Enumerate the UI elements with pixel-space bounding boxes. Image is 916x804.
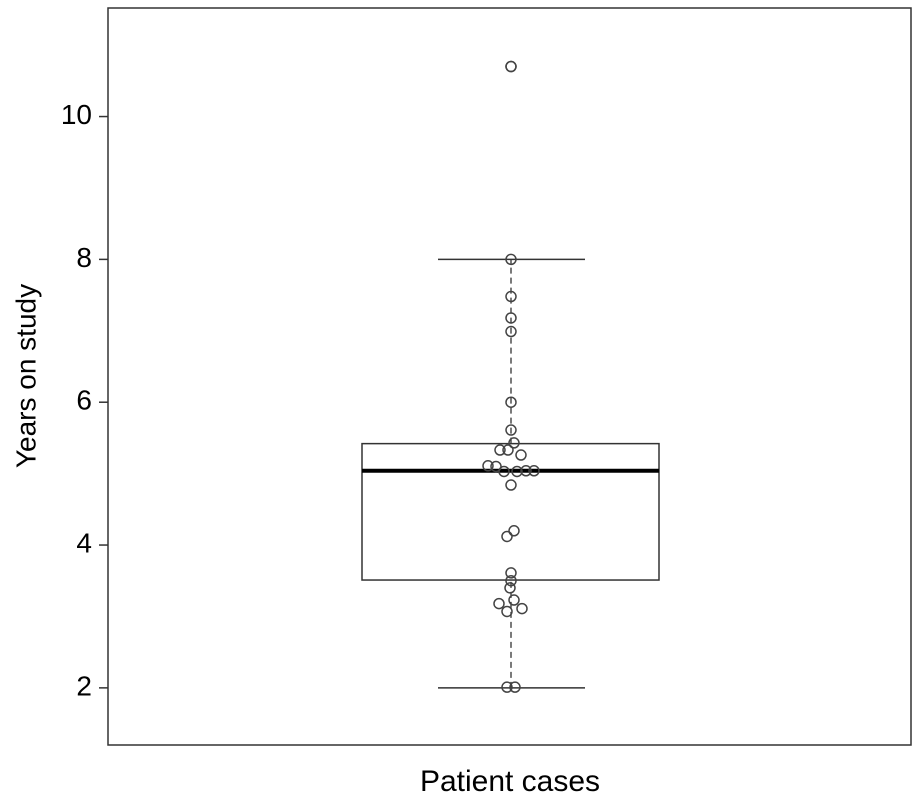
data-point	[494, 444, 506, 456]
data-point	[501, 605, 513, 618]
data-point	[509, 681, 521, 693]
data-point	[508, 594, 520, 606]
y-tick-label: 8	[76, 242, 92, 273]
data-point	[501, 530, 513, 543]
data-point	[505, 567, 517, 579]
y-tick-label: 4	[76, 527, 92, 558]
data-point	[508, 437, 520, 449]
plot-frame	[107, 7, 912, 746]
data-point	[505, 479, 517, 491]
data-point	[505, 312, 517, 324]
data-point	[493, 597, 505, 610]
data-point	[520, 465, 532, 477]
box	[361, 442, 660, 581]
outlier	[505, 60, 517, 73]
data-point	[482, 460, 494, 472]
data-point	[528, 465, 540, 477]
data-point	[511, 465, 523, 478]
y-axis-label: Years on study	[10, 284, 41, 468]
y-tick-label: 6	[76, 385, 92, 416]
data-point	[498, 465, 510, 478]
data-point	[490, 460, 502, 473]
y-tick-label: 10	[61, 99, 92, 130]
data-point	[515, 449, 527, 461]
data-point	[505, 396, 517, 408]
data-point	[505, 290, 517, 303]
y-tick-label: 2	[76, 670, 92, 701]
data-point	[508, 525, 520, 537]
data-point	[504, 582, 516, 594]
data-point	[505, 424, 517, 436]
data-point	[505, 325, 517, 338]
data-point	[505, 253, 517, 266]
data-point	[501, 681, 513, 693]
data-point	[505, 574, 517, 587]
data-point	[502, 444, 514, 456]
x-axis-label: Patient cases	[420, 765, 600, 798]
data-point	[516, 602, 528, 615]
